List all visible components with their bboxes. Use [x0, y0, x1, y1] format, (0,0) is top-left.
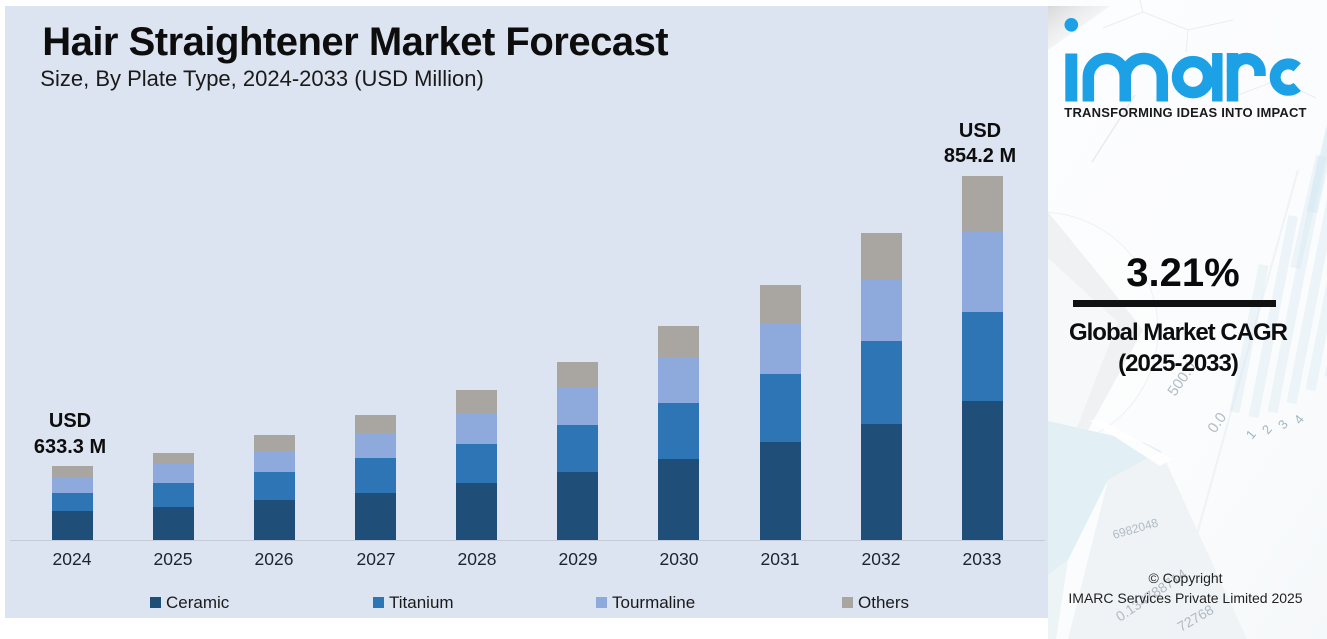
svg-text:1: 1: [1243, 427, 1259, 442]
svg-text:0.0: 0.0: [1204, 409, 1230, 436]
svg-text:2: 2: [1259, 422, 1275, 437]
svg-text:3: 3: [1275, 417, 1291, 432]
svg-text:4: 4: [1291, 412, 1307, 427]
